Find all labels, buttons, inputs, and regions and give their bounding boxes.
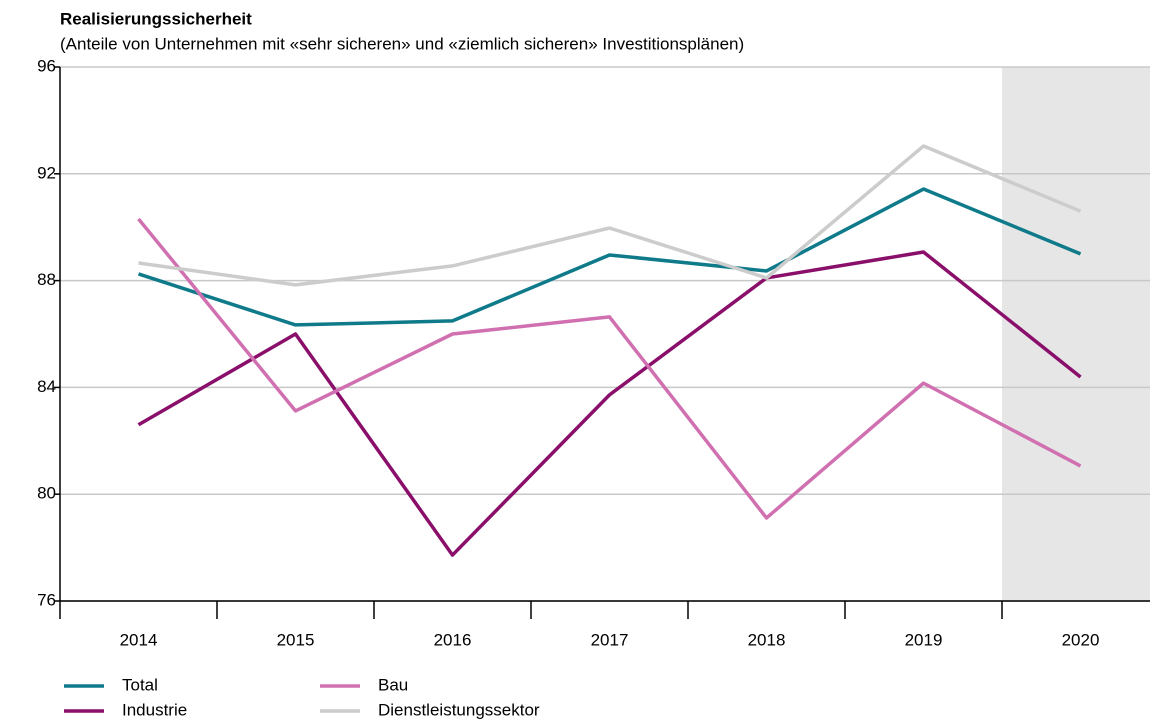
x-tick-label: 2018: [748, 630, 786, 649]
series-line: [138, 144, 1082, 287]
y-tick-label: 80: [37, 484, 56, 503]
legend-label: Industrie: [122, 700, 187, 719]
legend-label: Bau: [378, 675, 408, 694]
y-tick-label: 76: [37, 590, 56, 609]
x-tick-label: 2015: [277, 630, 315, 649]
legend-label: Total: [122, 675, 158, 694]
y-tick-label: 96: [37, 56, 56, 75]
y-tick-label: 88: [37, 270, 56, 289]
series-line: [137, 187, 1082, 327]
series-line: [137, 250, 1082, 557]
x-tick-label: 2017: [591, 630, 629, 649]
chart-subtitle: (Anteile von Unternehmen mit «sehr siche…: [60, 34, 744, 53]
x-tick-label: 2014: [120, 630, 158, 649]
y-tick-label: 84: [37, 377, 56, 396]
x-tick-label: 2020: [1062, 630, 1100, 649]
x-tick-label: 2016: [434, 630, 472, 649]
chart-title: Realisierungssicherheit: [60, 9, 252, 28]
x-tick-label: 2019: [905, 630, 943, 649]
legend-label: Dienstleistungssektor: [378, 700, 540, 719]
y-tick-label: 92: [37, 163, 56, 182]
series-line: [137, 217, 1082, 520]
